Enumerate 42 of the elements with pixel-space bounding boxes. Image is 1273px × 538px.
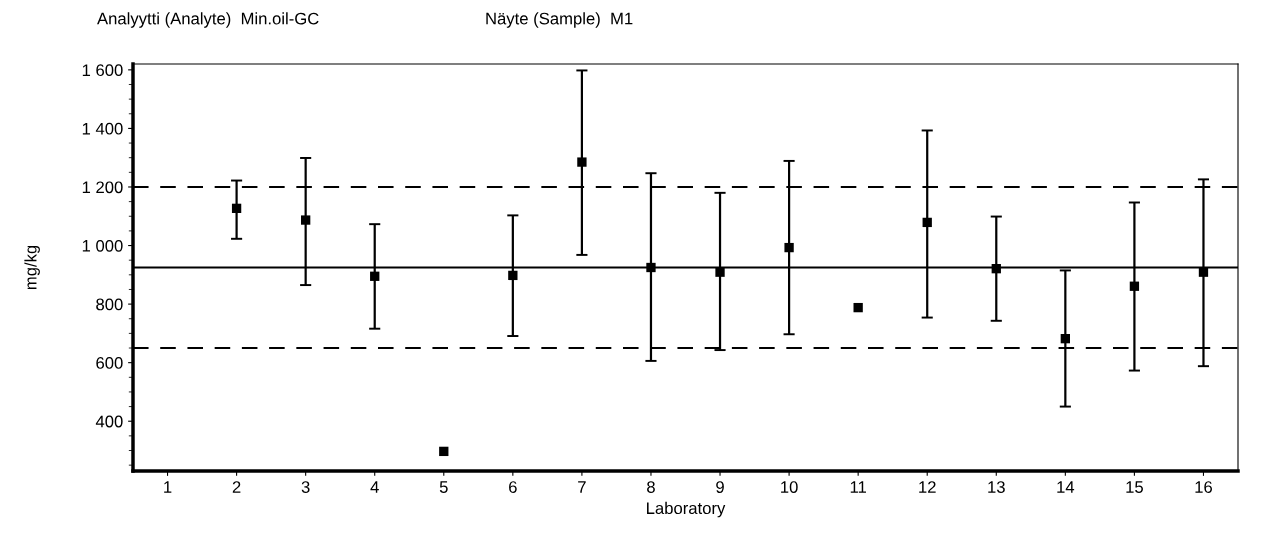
x-axis-title: Laboratory xyxy=(647,501,726,518)
point xyxy=(1060,333,1070,344)
chart-title: Analyytti (Analyte) Min.oil-GC xyxy=(97,12,319,28)
x-tick-label: 5 xyxy=(439,481,448,493)
point xyxy=(1198,267,1209,277)
x-tick-label: 10 xyxy=(781,481,798,493)
point xyxy=(1129,281,1140,291)
point xyxy=(577,157,587,167)
x-tick-label: 8 xyxy=(647,481,655,493)
point xyxy=(370,271,380,281)
point xyxy=(715,267,725,277)
point xyxy=(991,264,1001,274)
x-tick-label: 6 xyxy=(509,481,517,493)
x-tick-label: 3 xyxy=(301,481,310,493)
x-tick-label: 4 xyxy=(370,481,379,493)
point xyxy=(231,203,242,214)
point xyxy=(508,270,518,281)
y-tick-label: 1 600 xyxy=(82,64,123,77)
x-tick-label: 13 xyxy=(988,481,1005,493)
point xyxy=(853,302,863,313)
x-tick-label: 16 xyxy=(1195,481,1213,493)
y-tick-label: 800 xyxy=(96,298,123,311)
x-tick-label: 2 xyxy=(232,481,241,493)
x-tick-label: 15 xyxy=(1126,481,1143,493)
point xyxy=(922,217,932,228)
x-tick-label: 12 xyxy=(919,481,936,493)
point xyxy=(646,262,656,273)
y-axis-title: mg/kg xyxy=(24,245,40,290)
point xyxy=(784,242,794,253)
x-tick-label: 9 xyxy=(716,481,724,493)
x-tick-label: 11 xyxy=(850,481,866,493)
y-tick-label: 1 400 xyxy=(82,122,123,135)
y-tick-label: 600 xyxy=(96,357,123,369)
x-tick-label: 7 xyxy=(578,481,586,493)
x-tick-label: 1 xyxy=(164,481,172,493)
y-tick-label: 1 000 xyxy=(82,239,123,252)
chart-subtitle: Näyte (Sample) M1 xyxy=(486,12,633,28)
point xyxy=(439,446,449,457)
x-tick-label: 14 xyxy=(1057,481,1075,493)
point xyxy=(301,215,311,225)
y-tick-label: 400 xyxy=(95,415,123,428)
y-tick-label: 1 200 xyxy=(82,181,123,194)
